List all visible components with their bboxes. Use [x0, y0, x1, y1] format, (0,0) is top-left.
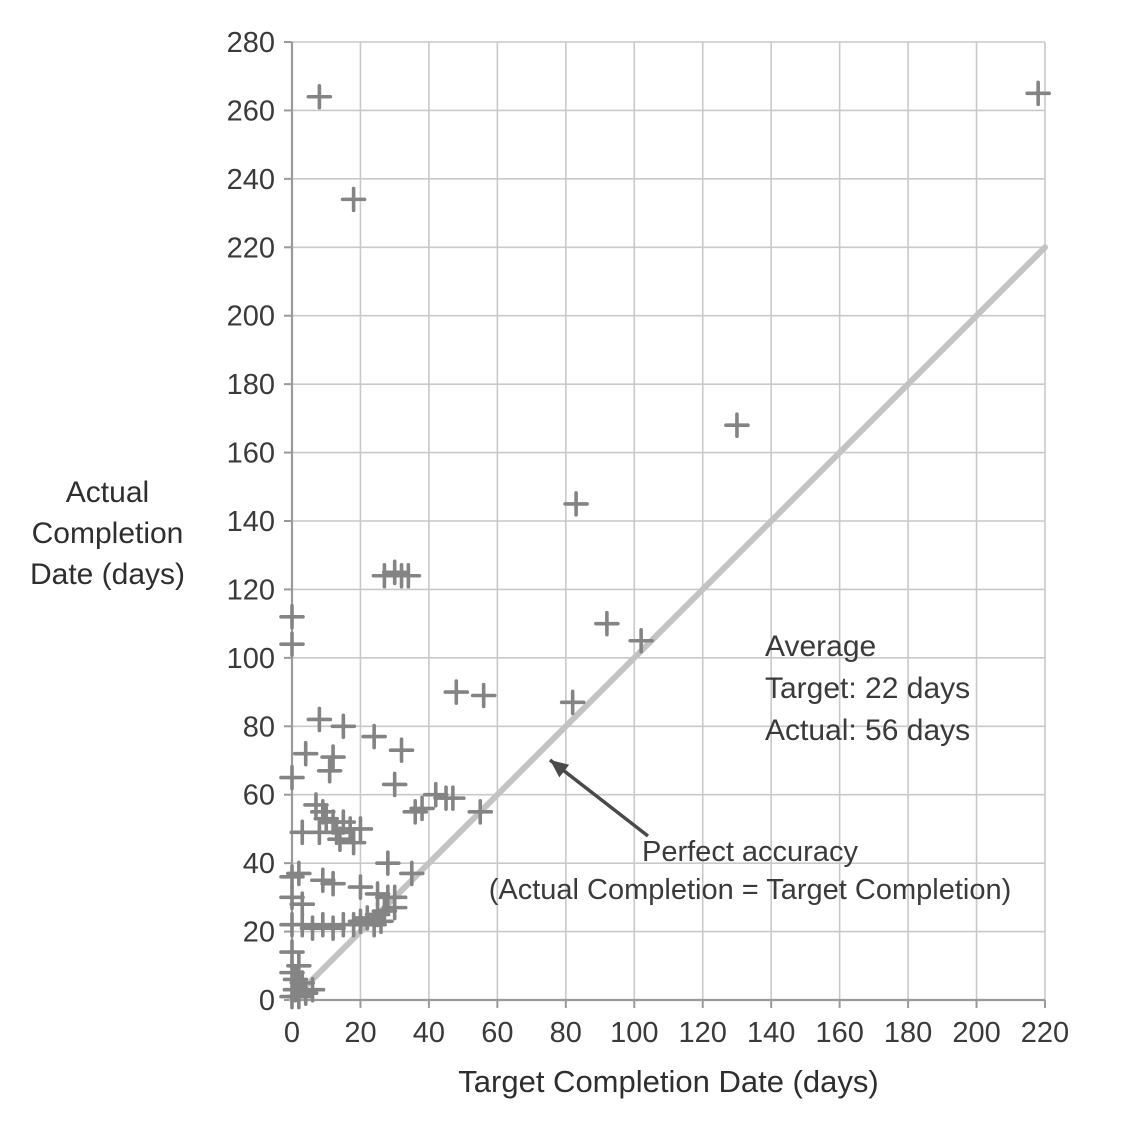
data-point — [467, 799, 494, 825]
annotation-arrow — [548, 758, 650, 838]
data-point — [1025, 80, 1051, 107]
data-point — [286, 860, 312, 887]
average-annotation-line: Target: 22 days — [765, 672, 971, 705]
data-point — [330, 713, 357, 740]
y-tick-label: 140 — [227, 506, 275, 538]
x-tick-label: 200 — [952, 1017, 1000, 1049]
x-tick-label: 40 — [413, 1017, 445, 1049]
data-point — [279, 764, 305, 791]
y-tick-label: 40 — [243, 848, 275, 880]
data-point — [440, 785, 466, 811]
data-point — [347, 874, 374, 900]
y-axis-title: Actual Completion Date (days) — [0, 472, 215, 595]
y-tick-label: 0 — [259, 985, 275, 1017]
y-tick-label: 120 — [227, 574, 275, 606]
data-point — [398, 860, 425, 887]
y-axis-title-line: Date (days) — [29, 558, 186, 591]
data-point — [310, 867, 336, 894]
data-point — [289, 911, 316, 938]
x-tick-label: 80 — [550, 1017, 582, 1049]
data-point — [594, 610, 620, 637]
y-tick-label: 80 — [243, 711, 275, 743]
y-axis-title-line: Actual — [65, 476, 150, 509]
average-annotation-line: Actual: 56 days — [765, 714, 971, 747]
data-point — [327, 826, 353, 852]
data-point — [559, 689, 586, 716]
data-point — [375, 850, 401, 876]
data-point — [306, 706, 333, 733]
x-tick-label: 220 — [1021, 1017, 1069, 1049]
data-point — [470, 682, 497, 709]
data-point — [364, 881, 391, 907]
y-tick-label: 260 — [227, 95, 275, 127]
tick-marks — [284, 41, 1046, 1008]
y-tick-label: 280 — [227, 27, 275, 59]
data-point — [422, 781, 449, 808]
x-tick-label: 20 — [344, 1017, 376, 1049]
data-point — [388, 737, 415, 764]
data-point — [381, 894, 408, 921]
x-tick-label: 180 — [884, 1017, 932, 1049]
data-point — [395, 562, 422, 589]
data-point — [299, 915, 326, 941]
x-tick-label: 160 — [815, 1017, 863, 1049]
data-point — [320, 870, 346, 897]
data-point — [279, 631, 305, 657]
y-tick-label: 200 — [227, 301, 275, 333]
data-point — [724, 412, 750, 439]
data-point — [409, 795, 435, 822]
perfect-accuracy-label: Perfect accuracy — [642, 836, 858, 868]
data-point — [340, 186, 367, 213]
y-tick-label: 220 — [227, 232, 275, 264]
average-annotation-line: Average — [765, 630, 877, 663]
data-point — [628, 627, 654, 654]
annotation-arrowhead — [550, 760, 570, 778]
y-tick-label: 240 — [227, 164, 275, 196]
y-tick-labels: 0 20 40 60 80 100 120 140 160 180 200 220 240 260 280 — [227, 27, 275, 1017]
y-tick-label: 100 — [227, 643, 275, 675]
data-point — [371, 898, 398, 924]
y-axis-title-line: Completion — [31, 517, 184, 550]
x-tick-label: 120 — [679, 1017, 727, 1049]
data-points — [279, 80, 1051, 1010]
data-point — [368, 908, 394, 935]
data-point — [563, 491, 589, 517]
data-point — [340, 829, 367, 856]
x-tick-label: 0 — [284, 1017, 300, 1049]
data-point — [381, 771, 408, 798]
perfect-accuracy-annotation: Perfect accuracy (Actual Completion = Ta… — [420, 833, 1080, 909]
y-tick-label: 160 — [227, 438, 275, 470]
data-point — [320, 744, 346, 770]
data-point — [347, 816, 374, 842]
data-point — [443, 679, 470, 705]
perfect-accuracy-sublabel: (Actual Completion = Target Completion) — [488, 874, 1012, 906]
x-tick-label: 140 — [747, 1017, 795, 1049]
data-point — [361, 723, 387, 750]
data-point — [299, 976, 326, 1003]
data-point — [306, 83, 333, 110]
data-point — [289, 891, 316, 918]
x-tick-label: 100 — [610, 1017, 658, 1049]
data-point — [292, 740, 319, 767]
x-tick-label: 60 — [481, 1017, 513, 1049]
data-point — [320, 915, 346, 941]
x-axis-title: Target Completion Date (days) — [458, 1064, 879, 1099]
data-point — [316, 757, 343, 784]
data-point — [279, 939, 305, 965]
y-tick-label: 20 — [243, 917, 275, 949]
data-point — [279, 603, 305, 630]
data-point — [310, 911, 336, 938]
x-tick-labels: 0 20 40 60 80 100 120 140 160 180 200 220 — [284, 1017, 1069, 1049]
y-tick-label: 180 — [227, 369, 275, 401]
average-annotation: Average Target: 22 days Actual: 56 days — [765, 626, 970, 752]
y-tick-label: 60 — [243, 780, 275, 812]
